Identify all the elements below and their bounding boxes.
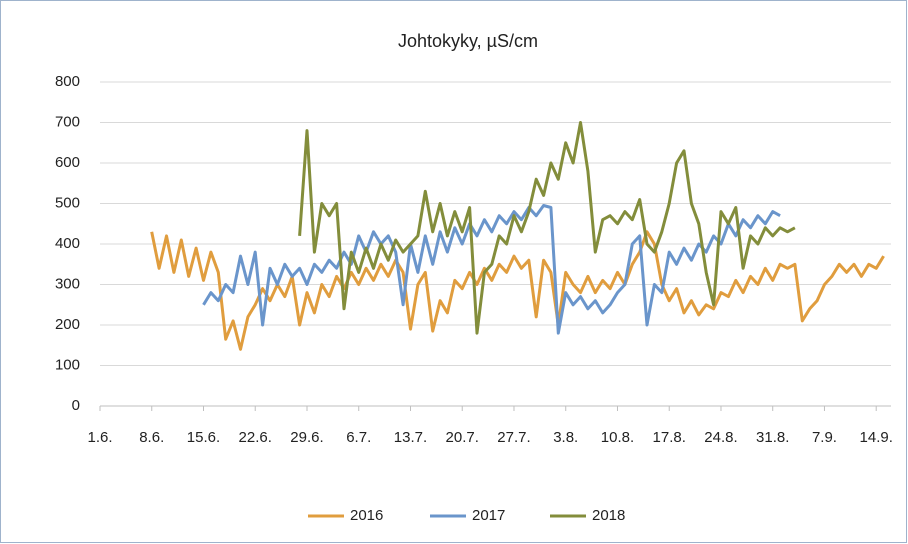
y-tick-label: 400 [55,235,80,252]
y-tick-label: 0 [72,397,80,414]
x-tick-label: 1.6. [87,429,112,446]
series-line [298,121,796,335]
y-tick-label: 100 [55,356,80,373]
chart-title: Johtokyky, µS/cm [398,31,538,51]
x-tick-label: 29.6. [290,429,323,446]
y-tick-label: 500 [55,194,80,211]
x-tick-label: 31.8. [756,429,789,446]
y-tick-label: 800 [55,73,80,90]
x-tick-label: 8.6. [139,429,164,446]
x-tick-label: 13.7. [394,429,427,446]
series-line [202,204,781,335]
x-tick-label: 27.7. [497,429,530,446]
x-tick-label: 3.8. [553,429,578,446]
x-tick-label: 20.7. [446,429,479,446]
x-tick-label: 10.8. [601,429,634,446]
legend-label: 2017 [472,507,505,524]
y-tick-label: 700 [55,113,80,130]
x-tick-label: 15.6. [187,429,220,446]
x-tick-label: 7.9. [812,429,837,446]
series-line [150,230,885,351]
x-tick-label: 17.8. [653,429,686,446]
x-tick-label: 14.9. [860,429,893,446]
x-tick-label: 22.6. [239,429,272,446]
y-tick-label: 200 [55,316,80,333]
x-tick-label: 24.8. [704,429,737,446]
x-tick-label: 6.7. [346,429,371,446]
y-tick-label: 600 [55,154,80,171]
y-tick-label: 300 [55,275,80,292]
legend-label: 2016 [350,507,383,524]
legend-label: 2018 [592,507,625,524]
